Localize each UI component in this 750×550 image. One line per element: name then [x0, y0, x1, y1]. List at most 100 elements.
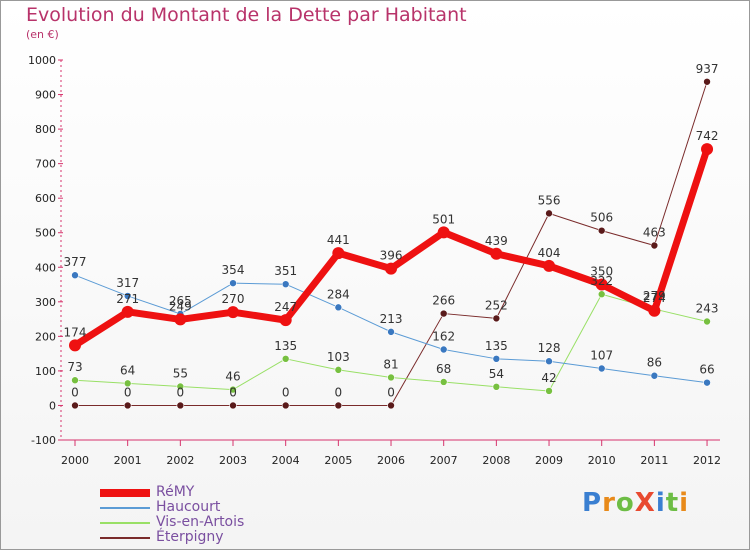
y-tick-label: 900	[35, 89, 56, 102]
data-label: 322	[590, 274, 613, 288]
data-point	[334, 401, 343, 410]
data-label: 107	[590, 348, 613, 362]
y-tick-label: 800	[35, 123, 56, 136]
y-tick-label: 1000	[28, 54, 56, 67]
data-point	[229, 401, 237, 410]
legend-label: Haucourt	[156, 499, 221, 515]
data-point	[71, 271, 79, 280]
data-label: 266	[432, 294, 455, 308]
data-point	[281, 280, 290, 289]
x-tick-label: 2008	[482, 454, 510, 467]
data-label: 0	[177, 385, 185, 399]
data-point	[437, 226, 450, 239]
data-point	[229, 279, 237, 287]
legend: RéMY Haucourt Vis-en-Artois Éterpigny	[100, 485, 244, 545]
chart-title: Evolution du Montant de la Dette par Hab…	[26, 4, 467, 26]
data-label: 86	[647, 356, 662, 370]
logo-letter: X	[634, 488, 656, 518]
data-point	[279, 314, 292, 327]
data-point	[176, 382, 185, 391]
data-point	[545, 209, 553, 218]
data-point	[387, 328, 395, 336]
data-point	[439, 345, 448, 354]
x-tick-label: 2004	[272, 454, 300, 467]
data-point	[597, 226, 606, 235]
data-label: 0	[71, 385, 79, 399]
data-label: 937	[696, 62, 719, 76]
data-point	[490, 247, 503, 260]
data-point	[492, 382, 501, 391]
data-label: 174	[64, 325, 87, 339]
y-tick-label: 0	[49, 399, 56, 412]
data-point	[597, 364, 606, 373]
legend-item: Vis-en-Artois	[100, 515, 244, 530]
data-label: 213	[380, 312, 403, 326]
proxiti-logo: ProXiti	[582, 488, 689, 518]
data-point	[174, 313, 187, 326]
data-label: 243	[696, 302, 719, 316]
y-tick-label: 400	[35, 261, 56, 274]
data-point	[703, 77, 711, 86]
data-point	[439, 378, 448, 386]
data-point	[332, 247, 345, 260]
data-point	[597, 290, 606, 299]
data-point	[334, 303, 343, 312]
data-label: 249	[169, 299, 192, 313]
data-label: 0	[282, 385, 290, 399]
logo-letter: P	[582, 488, 603, 518]
x-tick-label: 2006	[377, 454, 405, 467]
data-point	[595, 278, 608, 291]
data-point	[123, 379, 132, 388]
y-tick-label: 600	[35, 192, 56, 205]
data-point	[227, 306, 240, 319]
data-point	[387, 401, 395, 410]
x-tick-label: 2001	[114, 454, 142, 467]
legend-label: RéMY	[156, 484, 195, 500]
data-label: 46	[225, 370, 240, 384]
data-label: 103	[327, 350, 350, 364]
data-point	[176, 401, 185, 410]
data-point	[492, 314, 501, 323]
data-point	[703, 317, 711, 326]
logo-letter: i	[679, 488, 690, 518]
data-label: 0	[229, 385, 237, 399]
data-point	[492, 355, 501, 363]
data-label: 271	[116, 292, 139, 306]
data-label: 128	[538, 341, 561, 355]
x-tick-label: 2009	[535, 454, 563, 467]
data-label: 404	[538, 246, 561, 260]
legend-item: Haucourt	[100, 500, 244, 515]
data-point	[71, 376, 79, 385]
data-label: 742	[696, 129, 719, 143]
data-point	[650, 371, 659, 380]
data-point	[69, 339, 81, 352]
data-point	[281, 355, 290, 363]
data-point	[71, 401, 79, 410]
data-point	[385, 262, 398, 275]
data-point	[648, 304, 661, 317]
data-point	[281, 401, 290, 410]
data-label: 274	[643, 291, 666, 305]
x-tick-label: 2010	[588, 454, 616, 467]
logo-letter: i	[655, 488, 666, 518]
legend-swatch	[100, 506, 150, 509]
data-label: 0	[387, 385, 395, 399]
data-label: 135	[274, 339, 297, 353]
x-tick-label: 2002	[166, 454, 194, 467]
legend-item: RéMY	[100, 485, 244, 500]
data-label: 556	[538, 193, 561, 207]
data-point	[123, 292, 132, 300]
data-label: 135	[485, 339, 508, 353]
data-label: 351	[274, 264, 297, 278]
legend-swatch	[100, 536, 150, 539]
data-point	[334, 366, 343, 374]
data-point	[121, 305, 134, 318]
data-point	[387, 373, 395, 382]
y-tick-label: 200	[35, 330, 56, 343]
legend-swatch	[100, 521, 150, 524]
data-point	[543, 259, 556, 272]
data-label: 0	[124, 385, 132, 399]
legend-item: Éterpigny	[100, 530, 244, 545]
x-tick-label: 2003	[219, 454, 247, 467]
